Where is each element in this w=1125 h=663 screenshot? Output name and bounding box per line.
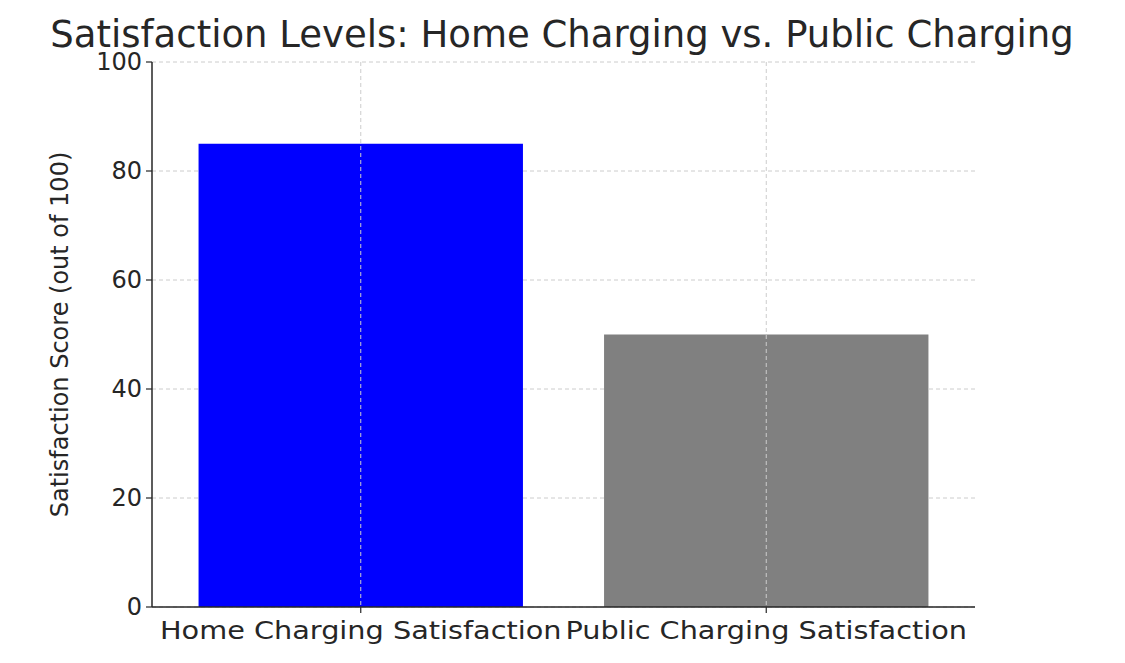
- bar: [199, 144, 523, 607]
- bars: [199, 144, 929, 607]
- axes: 020406080100Home Charging SatisfactionPu…: [96, 48, 975, 645]
- y-tick: [146, 497, 152, 498]
- y-tick-label: 0: [127, 593, 142, 621]
- grid: [152, 62, 975, 607]
- x-tick: [766, 607, 767, 613]
- y-tick: [146, 170, 152, 171]
- chart-container: 020406080100Home Charging SatisfactionPu…: [0, 0, 1125, 663]
- x-axis-line: [152, 606, 975, 608]
- chart-svg: 020406080100Home Charging SatisfactionPu…: [0, 0, 1125, 663]
- x-grid: [361, 62, 767, 607]
- y-grid-line: [152, 607, 975, 608]
- y-axis-label: Satisfaction Score (out of 100): [46, 152, 74, 518]
- y-axis-line: [151, 62, 153, 607]
- y-tick-label: 60: [111, 266, 142, 294]
- y-tick: [146, 388, 152, 389]
- y-tick-label: 20: [111, 484, 142, 512]
- y-tick: [146, 61, 152, 62]
- x-tick: [360, 607, 361, 613]
- x-tick-label: Home Charging Satisfaction: [160, 617, 562, 645]
- y-tick: [146, 279, 152, 280]
- chart-title: Satisfaction Levels: Home Charging vs. P…: [50, 13, 1073, 56]
- x-tick-label: Public Charging Satisfaction: [566, 617, 968, 645]
- y-grid-line: [152, 62, 975, 63]
- x-grid-line: [766, 62, 767, 607]
- x-grid-line: [360, 62, 361, 607]
- y-tick-label: 40: [111, 375, 142, 403]
- y-tick: [146, 606, 152, 607]
- y-tick-label: 80: [111, 157, 142, 185]
